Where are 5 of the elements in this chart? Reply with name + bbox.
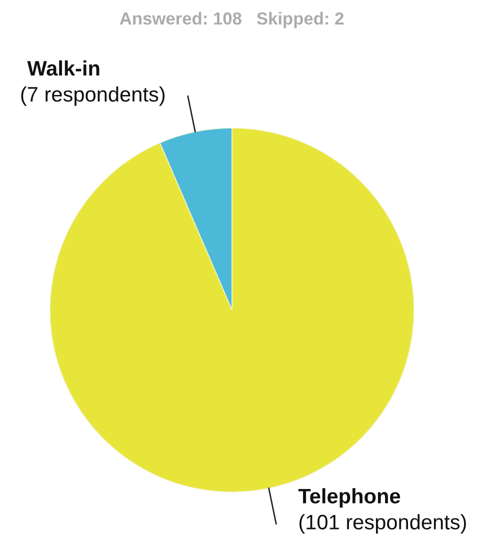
data-label: (7 respondents) bbox=[21, 86, 165, 106]
chart-subtitle: Answered: 108 Skipped: 2 bbox=[120, 12, 344, 28]
data-label: (101 respondents) bbox=[299, 514, 466, 534]
slice-label: Telephone bbox=[298, 488, 400, 508]
slice-label: Walk-in bbox=[27, 60, 100, 76]
